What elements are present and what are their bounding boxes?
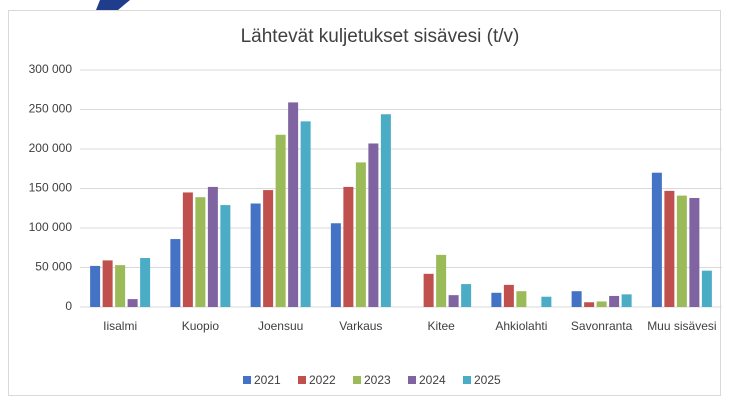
y-tick-label: 50 000 (35, 260, 72, 274)
bar (330, 223, 341, 307)
bar (288, 102, 299, 307)
bar (102, 260, 113, 307)
bar (689, 197, 700, 307)
bar (701, 270, 712, 307)
bar (127, 299, 138, 307)
bar (676, 195, 687, 307)
bar (541, 296, 552, 307)
legend-swatch (243, 376, 251, 384)
bar (609, 295, 620, 307)
legend-label: 2024 (419, 373, 446, 387)
bar (596, 301, 607, 307)
bar (170, 239, 181, 307)
bar (343, 186, 354, 307)
bar (461, 284, 472, 307)
x-tick-label: Savonranta (570, 319, 633, 333)
x-tick-label: Muu sisävesi (647, 319, 717, 333)
bar (300, 121, 311, 307)
legend-label: 2025 (474, 373, 501, 387)
bar (380, 114, 391, 308)
bar (195, 197, 206, 307)
y-tick-label: 150 000 (29, 181, 73, 195)
legend-swatch (353, 376, 361, 384)
bar (263, 190, 274, 307)
bar (355, 162, 366, 307)
y-tick-label: 100 000 (29, 220, 73, 234)
bar (368, 143, 379, 307)
x-tick-label: Kuopio (181, 319, 220, 333)
legend-swatch (298, 376, 306, 384)
bar (220, 205, 231, 307)
bar (621, 294, 632, 307)
legend-swatch (408, 376, 416, 384)
bar (115, 265, 126, 307)
bar (423, 273, 434, 307)
bar (448, 295, 459, 307)
bar (516, 291, 527, 307)
bar (651, 172, 662, 307)
legend-swatch (463, 376, 471, 384)
chart-title: Lähtevät kuljetukset sisävesi (t/v) (241, 26, 520, 47)
bar (664, 190, 675, 307)
y-tick-label: 300 000 (29, 62, 73, 76)
y-tick-label: 250 000 (29, 102, 73, 116)
legend-label: 2023 (364, 373, 391, 387)
bar (140, 258, 151, 307)
chart-border (8, 10, 721, 396)
bar (571, 291, 582, 307)
x-tick-label: Ahkiolahti (495, 319, 548, 333)
y-tick-label: 0 (65, 299, 72, 313)
bar (275, 134, 286, 307)
bar (436, 254, 447, 307)
bar (503, 284, 514, 307)
bar (90, 265, 101, 307)
bar (584, 302, 595, 307)
legend-label: 2022 (309, 373, 336, 387)
bar (250, 203, 261, 307)
bar (207, 186, 218, 307)
x-tick-label: Joensuu (257, 319, 304, 333)
decoration (96, 0, 130, 10)
x-tick-label: Kitee (427, 319, 455, 333)
bar (182, 192, 193, 307)
bar (491, 292, 502, 307)
x-tick-label: Varkaus (339, 319, 383, 333)
x-tick-label: Iisalmi (103, 319, 138, 333)
legend-label: 2021 (254, 373, 281, 387)
y-tick-label: 200 000 (29, 141, 73, 155)
